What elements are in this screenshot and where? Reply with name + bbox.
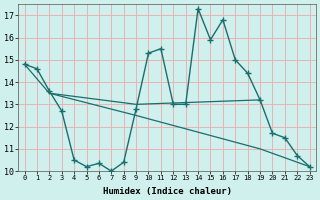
X-axis label: Humidex (Indice chaleur): Humidex (Indice chaleur) — [103, 187, 232, 196]
